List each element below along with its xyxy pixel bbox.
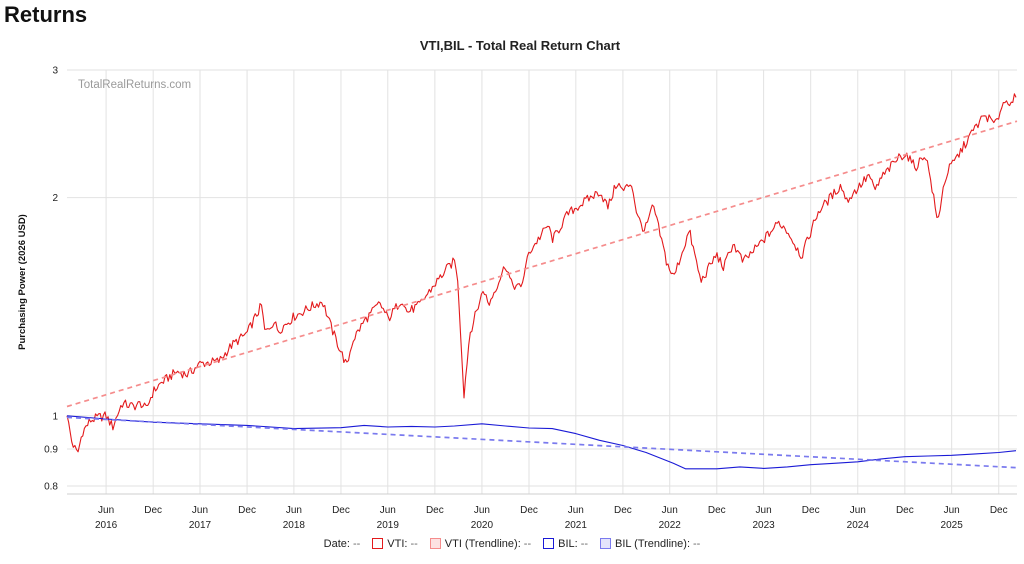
y-tick-label: 2	[52, 193, 58, 204]
x-tick-label: Dec	[426, 505, 444, 516]
x-axis: Jun 2016 Dec Jun 2017 Dec Jun 2018 Dec Jun 2019 Dec…	[67, 493, 1017, 531]
x-year-label: 2018	[283, 520, 306, 531]
legend-swatch	[600, 538, 612, 550]
x-year-label: 2025	[941, 520, 964, 531]
legend-value: --	[352, 538, 361, 551]
watermark: TotalRealReturns.com	[78, 79, 191, 91]
x-tick-label: Dec	[614, 505, 632, 516]
series-line-bil-trendline[interactable]	[66, 416, 1018, 469]
legend-label: BIL (Trendline):	[615, 538, 691, 551]
legend-label: VTI:	[387, 538, 408, 551]
x-tick-label: Jun	[192, 505, 208, 516]
x-tick-label: Dec	[332, 505, 350, 516]
legend-item[interactable]: VTI (Trendline): --	[429, 538, 532, 551]
x-tick-label: Jun	[850, 505, 866, 516]
legend-label: VTI (Trendline):	[444, 538, 521, 551]
legend-swatch	[372, 538, 384, 550]
legend-label: BIL:	[558, 538, 578, 551]
x-tick-label: Jun	[756, 505, 772, 516]
series-line-bil[interactable]	[66, 415, 1017, 470]
legend-item: Date: --	[324, 538, 361, 550]
x-tick-label: Jun	[98, 505, 114, 516]
legend-value: --	[523, 538, 532, 551]
series-line-vti-trendline[interactable]	[66, 120, 1018, 408]
legend-item[interactable]: BIL (Trendline): --	[600, 538, 700, 550]
x-tick-label: Jun	[474, 505, 490, 516]
y-axis-label: Purchasing Power (2026 USD)	[17, 214, 28, 350]
x-year-label: 2024	[847, 520, 870, 531]
y-tick-label: 3	[52, 66, 58, 77]
legend-item[interactable]: BIL: --	[543, 538, 588, 550]
legend-swatch	[543, 538, 555, 550]
x-tick-label: Dec	[708, 505, 726, 516]
y-tick-label: 0.8	[44, 482, 58, 493]
x-tick-label: Dec	[144, 505, 162, 516]
x-tick-label: Dec	[896, 505, 914, 516]
x-tick-label: Jun	[944, 505, 960, 516]
x-year-label: 2016	[95, 520, 118, 531]
chart-legend: Date: -- VTI: -- VTI (Trendline): -- BIL: -- BIL…	[0, 538, 1024, 550]
x-tick-label: Jun	[286, 505, 302, 516]
x-tick-label: Dec	[238, 505, 256, 516]
legend-value: --	[580, 538, 589, 551]
y-tick-label: 0.9	[44, 444, 58, 455]
x-year-label: 2017	[189, 520, 212, 531]
legend-value: --	[693, 538, 701, 551]
x-year-label: 2020	[471, 520, 494, 531]
x-year-label: 2023	[752, 520, 775, 531]
y-tick-label: 1	[52, 411, 58, 422]
page-heading: Returns	[4, 2, 88, 27]
x-tick-label: Jun	[568, 505, 584, 516]
x-year-label: 2019	[377, 520, 400, 531]
legend-label: Date:	[323, 538, 350, 551]
chart-grid	[67, 69, 1017, 494]
y-axis: 0.8 0.9 1 2 3	[44, 66, 58, 493]
x-year-label: 2021	[565, 520, 588, 531]
x-tick-label: Jun	[662, 505, 678, 516]
legend-item[interactable]: VTI: --	[372, 538, 418, 550]
plot-area[interactable]	[66, 93, 1018, 470]
x-tick-label: Dec	[520, 505, 538, 516]
x-tick-label: Dec	[802, 505, 820, 516]
x-tick-label: Jun	[380, 505, 396, 516]
chart-title: VTI,BIL - Total Real Return Chart	[420, 38, 621, 53]
returns-chart[interactable]: VTI,BIL - Total Real Return Chart 0.8 0.9…	[0, 0, 1024, 536]
legend-value: --	[410, 538, 418, 551]
x-year-label: 2022	[659, 520, 682, 531]
x-tick-label: Dec	[990, 505, 1008, 516]
legend-swatch	[429, 538, 441, 550]
series-line-vti[interactable]	[66, 93, 1017, 453]
